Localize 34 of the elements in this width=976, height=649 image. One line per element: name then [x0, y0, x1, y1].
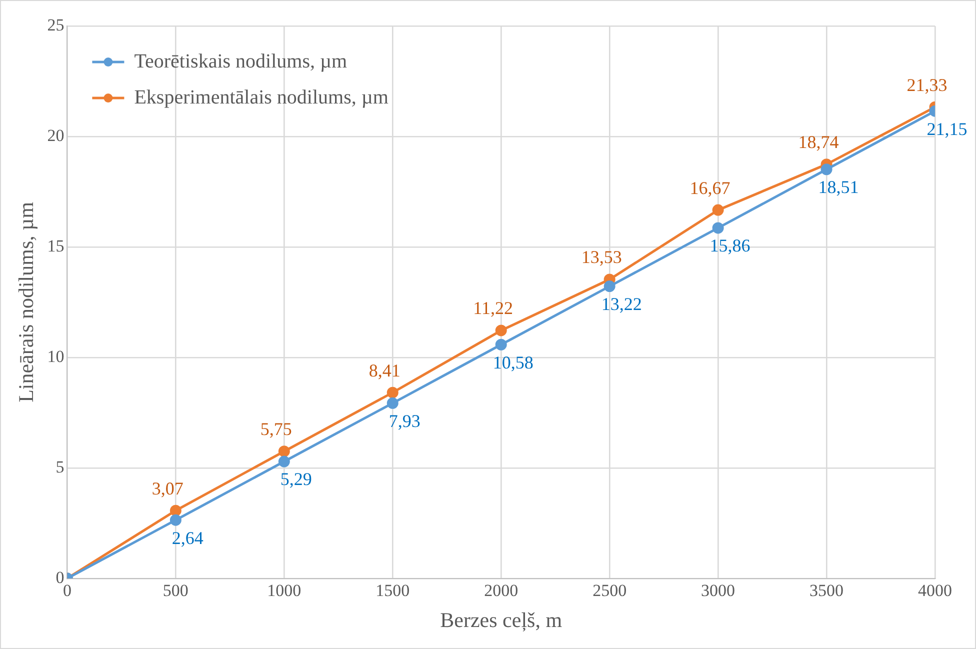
y-tick-label: 15: [47, 236, 64, 256]
x-tick-label: 3500: [810, 581, 844, 600]
x-tick-label: 1000: [267, 581, 302, 600]
x-tick-label: 2000: [484, 581, 518, 600]
data-label: 21,33: [906, 74, 948, 95]
data-label: 13,22: [601, 294, 642, 314]
data-label: 5,75: [260, 419, 292, 440]
x-axis-title: Berzes ceļš, m: [440, 608, 562, 632]
x-tick-label: 3000: [701, 581, 736, 600]
data-label: 2,64: [172, 528, 204, 548]
data-label: 10,58: [492, 352, 534, 372]
data-label: 18,51: [818, 177, 859, 198]
data-label: 11,22: [473, 298, 514, 318]
data-label: 15,86: [710, 236, 750, 256]
x-tick-label: 500: [162, 581, 188, 600]
y-tick-label: 0: [56, 568, 64, 587]
legend-label: Teorētiskais nodilums, µm: [134, 50, 348, 72]
data-label: 8,41: [368, 360, 400, 380]
x-tick-label: 1500: [376, 581, 410, 600]
x-tick-label: 4000: [918, 581, 952, 600]
y-tick-label: 25: [47, 15, 64, 34]
data-label: 5,29: [280, 469, 312, 490]
data-label: 3,07: [152, 478, 184, 498]
x-tick-label: 2500: [592, 581, 627, 600]
data-label: 18,74: [798, 132, 839, 152]
data-label: 13,53: [581, 247, 622, 268]
y-tick-label: 5: [56, 457, 64, 476]
y-tick-label: 20: [47, 126, 64, 145]
data-label: 7,93: [388, 410, 420, 431]
data-label: 21,15: [926, 118, 968, 139]
y-axis-title: Lineārais nodilums, µm: [14, 202, 38, 402]
y-tick-label: 10: [47, 346, 64, 366]
data-label: 16,67: [690, 178, 730, 198]
legend-label: Eksperimentālais nodilums, µm: [134, 86, 389, 108]
